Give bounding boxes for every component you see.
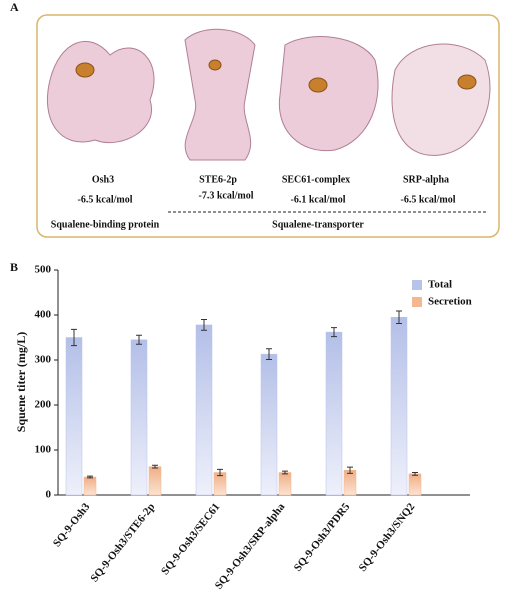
error-bar (282, 470, 288, 475)
y-tick-label: 100 (35, 444, 52, 456)
bar (278, 472, 292, 496)
error-bar (87, 475, 93, 479)
y-tick-label: 300 (35, 354, 52, 366)
binding-energy: -7.3 kcal/mol (199, 190, 254, 201)
protein-name: SEC61-complex (282, 174, 350, 185)
error-bar (266, 348, 272, 361)
error-bar (201, 319, 207, 331)
protein-name: SRP-alpha (403, 174, 449, 185)
x-tick-label: SQ-9-Osh3/SRP-alpha (213, 501, 288, 592)
bar (83, 476, 97, 496)
error-bar (331, 327, 337, 338)
group-label: Squalene-binding protein (51, 219, 160, 230)
legend-swatch (412, 297, 422, 307)
binding-energy: -6.5 kcal/mol (401, 194, 456, 205)
binding-energy: -6.1 kcal/mol (291, 194, 346, 205)
error-bar (71, 328, 77, 347)
panel-label: A (10, 0, 19, 14)
x-tick-label: SQ-9-Osh3/SNQ2 (357, 501, 418, 574)
error-bar (217, 468, 223, 477)
error-bar (347, 466, 353, 474)
legend-label: Total (428, 279, 452, 291)
bar (408, 473, 422, 496)
legend-label: Secretion (428, 296, 472, 308)
binding-energy: -6.5 kcal/mol (78, 194, 133, 205)
x-tick-label: SQ-9-Osh3/SEC61 (159, 501, 222, 577)
y-tick-label: 200 (35, 399, 52, 411)
error-bar (152, 464, 158, 469)
bar (390, 317, 408, 496)
group-label: Squalene-transporter (272, 219, 364, 230)
y-tick-label: 0 (46, 489, 52, 501)
panel-frame (36, 14, 500, 238)
protein-images (46, 28, 491, 161)
legend-swatch (412, 280, 422, 290)
error-bar (396, 310, 402, 325)
bar (260, 353, 278, 496)
error-bar (136, 334, 142, 345)
bar (195, 324, 213, 496)
x-tick-label: SQ-9-Osh3/STE6-2p (88, 501, 157, 585)
bar (65, 337, 83, 496)
protein-name: Osh3 (92, 174, 114, 185)
panel-label: B (10, 260, 18, 274)
y-tick-label: 400 (35, 309, 52, 321)
y-axis-label: Squene titer (mg/L) (14, 332, 28, 432)
bar (148, 466, 162, 496)
bar (325, 331, 343, 496)
bar (343, 470, 357, 496)
x-tick-label: SQ-9-Osh3 (51, 501, 93, 550)
bar (130, 339, 148, 496)
protein-name: STE6-2p (199, 174, 237, 185)
y-tick-label: 500 (35, 264, 52, 276)
x-tick-label: SQ-9-Osh3/PDR5 (292, 501, 353, 574)
error-bar (412, 472, 418, 476)
